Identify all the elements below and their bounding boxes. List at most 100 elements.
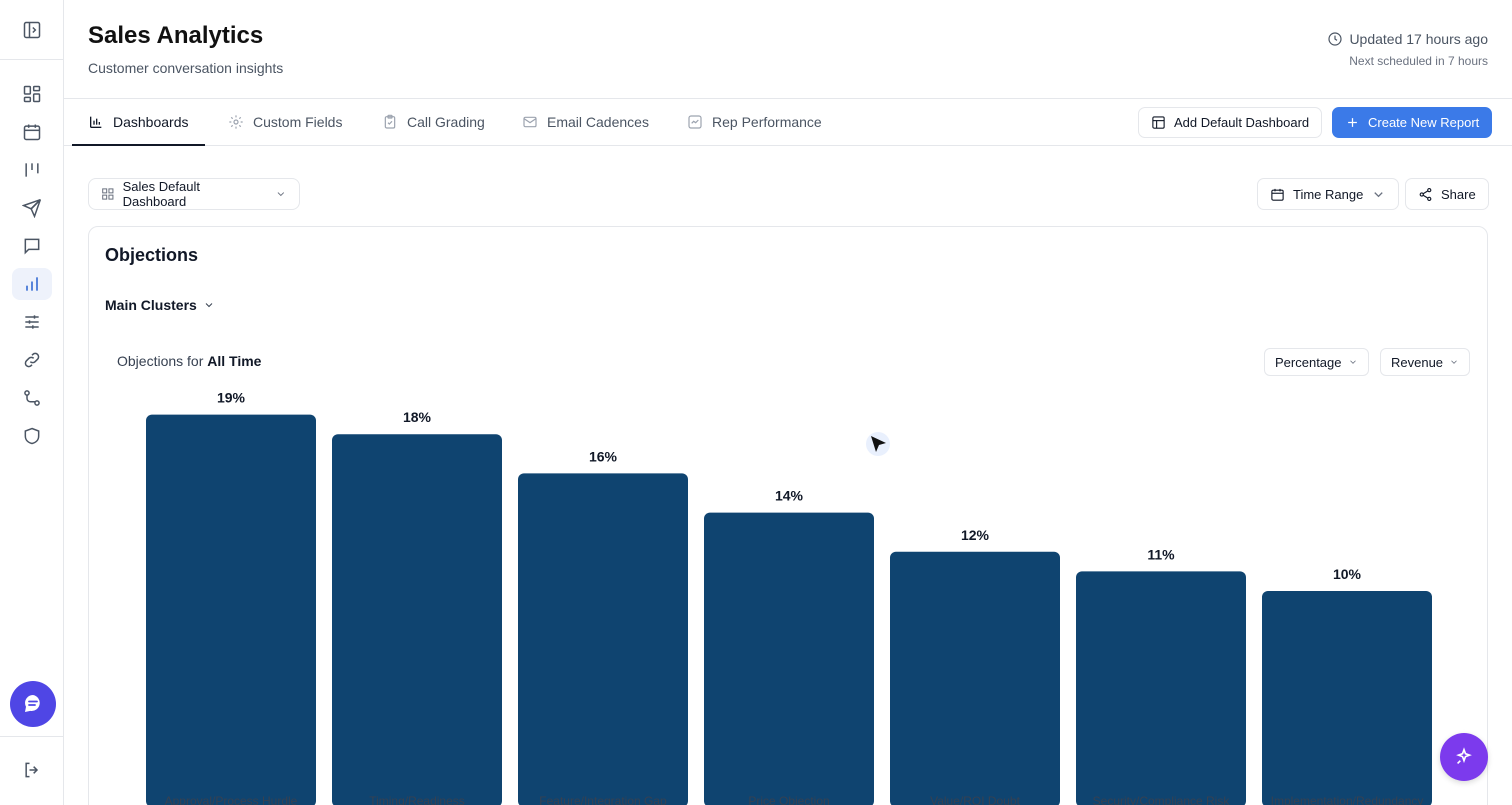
link-icon[interactable]	[12, 344, 52, 376]
sidebar-header	[0, 0, 63, 60]
shield-icon[interactable]	[12, 420, 52, 452]
mouse-cursor-icon	[866, 432, 890, 456]
chevron-down-icon	[277, 192, 285, 197]
dashboard-icon[interactable]	[12, 78, 52, 110]
calendar-icon	[1271, 188, 1284, 201]
x-tick-label: Feature/Integration Gap	[539, 794, 667, 805]
x-tick-label: Price Objection	[748, 794, 829, 805]
tab-call-grading[interactable]: Call Grading	[382, 99, 485, 145]
sparkle-icon	[1456, 747, 1472, 765]
objections-prefix: Objections for	[117, 353, 204, 369]
chart-bar[interactable]	[890, 551, 1060, 805]
send-icon[interactable]	[12, 192, 52, 224]
layout-icon	[1152, 116, 1165, 129]
gear-icon	[229, 115, 243, 129]
next-scheduled-text: Next scheduled in 7 hours	[1349, 54, 1488, 68]
plus-icon	[1348, 118, 1357, 127]
chart-bar[interactable]	[704, 512, 874, 805]
x-tick-label: Timing/Readiness	[369, 794, 465, 805]
x-tick-label: Security/Compliance Risk	[1093, 794, 1231, 805]
share-label: Share	[1441, 186, 1476, 202]
x-tick-label: Value/ROI Doubt	[930, 794, 1020, 805]
chart-bar[interactable]	[332, 434, 502, 805]
bar-group[interactable]: 10% Implementation/Redundancy	[1262, 566, 1432, 805]
bar-group[interactable]: 19% Approval/Process Hurdle	[146, 390, 316, 805]
tab-label: Custom Fields	[253, 114, 343, 130]
tab-label: Email Cadences	[547, 114, 649, 130]
measure-select[interactable]: Revenue	[1380, 348, 1471, 376]
analytics-icon[interactable]	[12, 268, 52, 300]
ai-assistant-button[interactable]	[1440, 733, 1488, 781]
main-clusters-label: Main Clusters	[105, 297, 197, 313]
bar-data-label: 19%	[217, 390, 246, 406]
bar-group[interactable]: 16% Feature/Integration Gap	[518, 448, 688, 805]
time-range-button[interactable]: Time Range	[1257, 178, 1400, 210]
tab-dashboards[interactable]: Dashboards	[72, 99, 205, 146]
chevron-down-icon	[205, 303, 213, 308]
sidebar	[0, 0, 64, 805]
mail-icon	[523, 116, 537, 128]
bar-data-label: 10%	[1333, 566, 1362, 582]
objections-card: 19% Approval/Process Hurdle 18% Timing/Read…	[88, 226, 1488, 805]
share-icon	[1419, 187, 1432, 201]
bar-data-label: 12%	[961, 527, 990, 543]
add-default-dashboard-button[interactable]: Add Default Dashboard	[1138, 107, 1323, 138]
page-subtitle: Customer conversation insights	[88, 60, 284, 76]
metric-select-value: Percentage	[1275, 354, 1342, 370]
tab-bar: Dashboards Custom Fields Call Grading Em…	[64, 99, 1512, 146]
card-title: Objections	[105, 245, 199, 265]
bar-chart-icon	[90, 116, 102, 128]
git-branch-icon[interactable]	[12, 382, 52, 414]
pipeline-icon[interactable]	[12, 154, 52, 186]
chat-support-button[interactable]	[10, 681, 56, 727]
logout-icon[interactable]	[12, 754, 52, 786]
metric-select[interactable]: Percentage	[1264, 348, 1369, 376]
x-tick-label: Approval/Process Hurdle	[165, 794, 298, 805]
create-new-report-button[interactable]: Create New Report	[1332, 107, 1493, 138]
add-default-dashboard-label: Add Default Dashboard	[1174, 115, 1310, 130]
clock-icon	[1328, 32, 1343, 46]
tab-email-cadences[interactable]: Email Cadences	[522, 99, 649, 145]
bar-group[interactable]: 12% Value/ROI Doubt	[890, 527, 1060, 805]
bar-data-label: 18%	[403, 409, 432, 425]
create-new-report-label: Create New Report	[1368, 115, 1480, 130]
page-header: Sales Analytics Customer conversation in…	[64, 0, 1512, 99]
chart-bar[interactable]	[1076, 571, 1246, 805]
main-clusters-select[interactable]: Main Clusters	[105, 297, 215, 313]
objections-bar-chart: 19% Approval/Process Hurdle 18% Timing/Read…	[146, 390, 1432, 805]
bar-group[interactable]: 18% Timing/Readiness	[332, 409, 502, 805]
tab-label: Rep Performance	[712, 114, 822, 130]
objections-period-label: Objections for All Time	[117, 353, 261, 369]
bar-group[interactable]: 14% Price Objection	[704, 488, 874, 805]
tab-label: Dashboards	[113, 113, 189, 130]
bar-data-label: 16%	[589, 448, 618, 464]
updated-status: Updated 17 hours ago	[1327, 31, 1488, 47]
share-button[interactable]: Share	[1405, 178, 1489, 210]
chat-icon	[25, 695, 40, 712]
panel-toggle-icon[interactable]	[22, 20, 42, 40]
dashboard-select[interactable]: Sales Default Dashboard	[88, 178, 300, 210]
updated-text: Updated 17 hours ago	[1349, 31, 1488, 47]
objections-period: All Time	[207, 353, 262, 369]
bar-group[interactable]: 11% Security/Compliance Risk	[1076, 546, 1246, 805]
calendar-icon[interactable]	[12, 116, 52, 148]
chevron-down-icon	[1451, 360, 1457, 364]
sliders-icon[interactable]	[12, 306, 52, 338]
clipboard-icon	[384, 114, 396, 129]
bar-data-label: 11%	[1147, 546, 1175, 562]
chart-bar[interactable]	[518, 473, 688, 805]
chart-bar[interactable]	[1262, 591, 1432, 805]
tab-label: Call Grading	[407, 114, 485, 130]
grid-icon	[102, 188, 114, 200]
trend-icon	[688, 115, 702, 129]
page-title: Sales Analytics	[88, 22, 264, 49]
message-icon[interactable]	[12, 230, 52, 262]
x-tick-label: Implementation/Redundancy	[1271, 794, 1424, 805]
bar-data-label: 14%	[775, 488, 804, 504]
tab-custom-fields[interactable]: Custom Fields	[228, 99, 342, 145]
tab-rep-performance[interactable]: Rep Performance	[687, 99, 822, 145]
chevron-down-icon	[1374, 191, 1384, 197]
time-range-label: Time Range	[1293, 186, 1364, 202]
chart-bar[interactable]	[146, 414, 316, 805]
measure-select-value: Revenue	[1391, 354, 1444, 370]
